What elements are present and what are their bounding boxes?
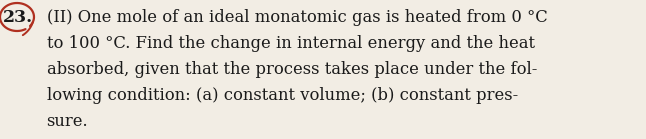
Text: lowing condition: (a) constant volume; (b) constant pres-: lowing condition: (a) constant volume; (…	[47, 87, 517, 104]
Text: sure.: sure.	[47, 113, 88, 130]
Text: (II) One mole of an ideal monatomic gas is heated from 0 °C: (II) One mole of an ideal monatomic gas …	[47, 9, 547, 26]
Text: absorbed, given that the process takes place under the fol-: absorbed, given that the process takes p…	[47, 61, 537, 78]
Text: 23.: 23.	[3, 9, 33, 26]
Text: to 100 °C. Find the change in internal energy and the heat: to 100 °C. Find the change in internal e…	[47, 35, 534, 52]
